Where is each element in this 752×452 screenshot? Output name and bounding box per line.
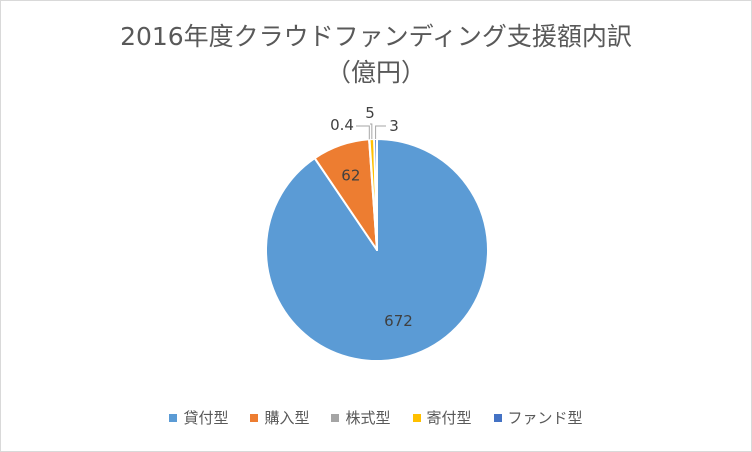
data-label-equity: 0.4 bbox=[330, 116, 354, 134]
legend-swatch-donation bbox=[412, 413, 421, 422]
leader-line-equity bbox=[356, 125, 370, 140]
data-labels: 672 62 0.4 53 bbox=[330, 104, 413, 330]
legend-label-purchase: 購入型 bbox=[264, 409, 310, 427]
legend-item-lending: 貸付型 bbox=[169, 407, 228, 428]
leader-lines bbox=[356, 123, 386, 140]
legend-item-fund: ファンド型 bbox=[493, 407, 583, 428]
leader-line-fund bbox=[375, 125, 386, 140]
pie-slice-fund bbox=[373, 138, 378, 251]
legend-item-purchase: 購入型 bbox=[250, 407, 309, 428]
chart-title-line2: （億円） bbox=[325, 58, 426, 87]
data-label-purchase: 62 bbox=[341, 166, 360, 184]
chart-title-line1: 2016年度クラウドファンディング支援額内訳 bbox=[120, 22, 632, 51]
legend-swatch-equity bbox=[331, 413, 340, 422]
legend-swatch-purchase bbox=[250, 413, 259, 422]
legend-label-equity: 株式型 bbox=[345, 409, 391, 427]
legend-label-lending: 貸付型 bbox=[183, 409, 229, 427]
pie-slices bbox=[265, 138, 489, 362]
legend-item-donation: 寄付型 bbox=[412, 407, 472, 428]
legend-item-equity: 株式型 bbox=[331, 407, 391, 428]
data-label-lending: 672 bbox=[384, 312, 413, 330]
data-label-fund: 3 bbox=[389, 117, 399, 135]
legend-swatch-lending bbox=[169, 413, 178, 422]
legend-label-fund: ファンド型 bbox=[507, 409, 583, 427]
legend-label-donation: 寄付型 bbox=[426, 409, 472, 427]
legend-swatch-fund bbox=[493, 413, 502, 422]
legend: 貸付型 購入型 株式型 寄付型 ファンド型 bbox=[0, 407, 752, 428]
data-label-donation: 5 bbox=[365, 104, 375, 122]
leader-line-donation bbox=[370, 123, 373, 140]
